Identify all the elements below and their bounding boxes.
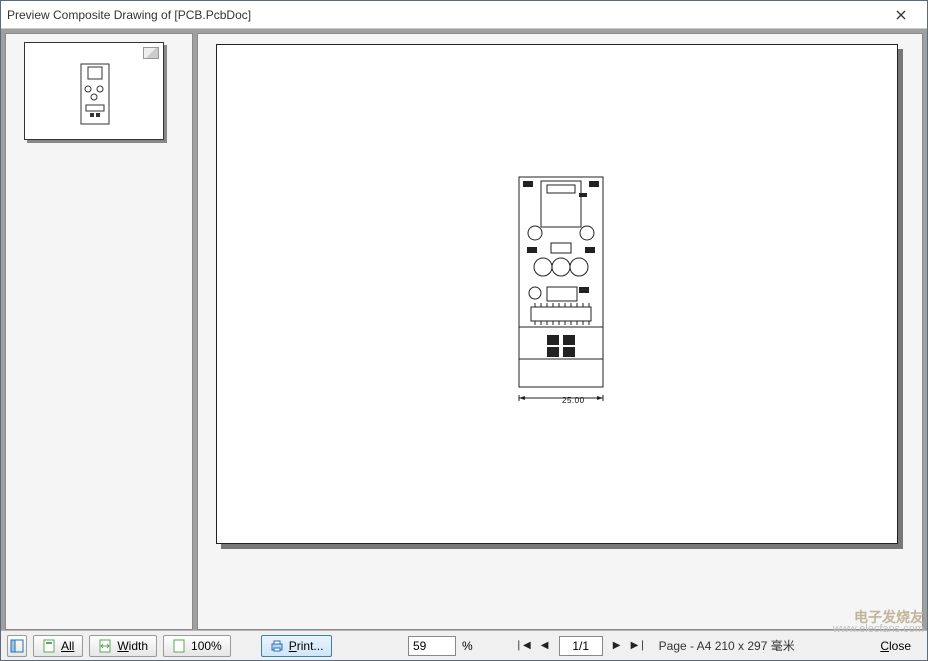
zoom-input[interactable] xyxy=(408,636,456,656)
pcb-drawing xyxy=(517,175,605,403)
last-page-button[interactable]: ▶❘ xyxy=(631,638,647,654)
window-title: Preview Composite Drawing of [PCB.PcbDoc… xyxy=(7,8,251,22)
thumbnail-panel xyxy=(5,33,193,630)
all-label: All xyxy=(61,639,74,653)
content-area: 25.00 xyxy=(1,29,927,630)
fit-width-button[interactable]: Width xyxy=(89,635,157,657)
close-label-rest[interactable]: lose xyxy=(889,639,911,653)
preview-panel[interactable]: 25.00 xyxy=(197,33,923,630)
hundred-label: 100% xyxy=(191,639,222,653)
pcb-mini-icon xyxy=(80,63,110,125)
zoom-100-button[interactable]: 100% xyxy=(163,635,231,657)
print-label-rest: rint... xyxy=(297,639,324,653)
page-size-label: Page - A4 210 x 297 毫米 xyxy=(659,637,795,654)
first-page-button[interactable]: ❘◀ xyxy=(515,638,531,654)
prev-page-button[interactable]: ◀ xyxy=(537,638,553,654)
page-icon xyxy=(42,639,56,653)
dialog-window: Preview Composite Drawing of [PCB.PcbDoc… xyxy=(0,0,928,661)
page-icon xyxy=(172,639,186,653)
bottom-toolbar: All Width 100% Print... % ❘◀ ◀ ▶ ▶❘ Page… xyxy=(1,630,927,660)
page-thumbnail[interactable] xyxy=(24,42,164,140)
percent-label: % xyxy=(462,639,473,653)
layout-button[interactable] xyxy=(7,635,27,657)
dimension-label: 25.00 xyxy=(562,396,585,405)
window-close-button[interactable] xyxy=(881,1,921,28)
page-input[interactable] xyxy=(559,636,603,656)
page-canvas: 25.00 xyxy=(216,44,898,544)
page-icon xyxy=(98,639,112,653)
next-page-button[interactable]: ▶ xyxy=(609,638,625,654)
landscape-icon xyxy=(143,47,159,59)
fit-all-button[interactable]: All xyxy=(33,635,83,657)
layout-icon xyxy=(10,639,24,653)
print-button[interactable]: Print... xyxy=(261,635,333,657)
titlebar: Preview Composite Drawing of [PCB.PcbDoc… xyxy=(1,1,927,29)
width-label-rest: idth xyxy=(129,639,148,653)
printer-icon xyxy=(270,639,284,653)
